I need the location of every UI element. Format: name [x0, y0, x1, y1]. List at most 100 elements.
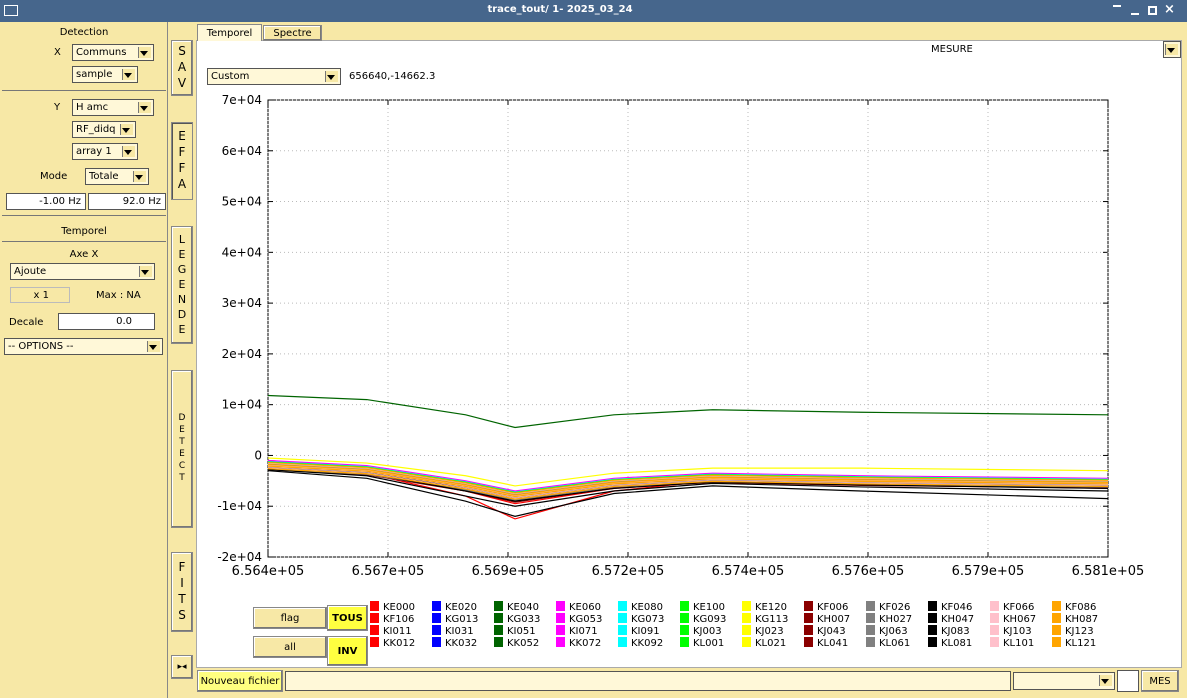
y-tick-label: 1e+04 — [222, 398, 262, 412]
select-value: Ajoute — [14, 266, 46, 277]
maximize-button[interactable] — [1148, 6, 1157, 15]
y-tick-label: 7e+04 — [222, 93, 262, 107]
label: Decale — [9, 317, 43, 328]
legend-label: KH047 — [941, 614, 974, 625]
select[interactable]: array 1 — [72, 143, 138, 160]
select-value: Custom — [211, 71, 249, 82]
side-button[interactable]: EFFA — [171, 122, 193, 200]
file-input[interactable] — [285, 671, 1011, 691]
separator — [2, 90, 166, 91]
legend-swatch — [618, 625, 627, 635]
raise-button[interactable] — [1113, 5, 1121, 15]
input[interactable]: 92.0 Hz — [88, 193, 166, 210]
legend-button[interactable]: TOUS — [327, 605, 368, 631]
legend-swatch — [1052, 637, 1061, 647]
select[interactable]: -- OPTIONS -- — [4, 338, 163, 355]
spinbox[interactable]: x 1 — [10, 287, 70, 303]
select[interactable]: RF_didq — [72, 121, 136, 138]
left-panel: Detection X Communs sample Y H amc RF_di… — [0, 22, 168, 698]
minimize-button[interactable] — [1131, 13, 1139, 15]
side-button[interactable]: DETECT — [171, 370, 193, 528]
legend-swatch — [928, 613, 937, 623]
legend-label: KJ103 — [1003, 626, 1032, 637]
legend-label: KH067 — [1003, 614, 1036, 625]
chart: -2e+04-1e+0401e+042e+043e+044e+045e+046e… — [197, 86, 1180, 666]
legend-label: KH007 — [817, 614, 850, 625]
file-select[interactable] — [1013, 672, 1115, 690]
mesure-dropdown[interactable] — [1163, 41, 1181, 58]
section-title: Temporel — [0, 226, 168, 237]
side-button[interactable]: FITS — [171, 552, 193, 632]
close-button[interactable]: × — [1164, 2, 1175, 17]
legend-swatch — [804, 613, 813, 623]
select-value: -- OPTIONS -- — [8, 341, 73, 352]
mes-button[interactable]: MES — [1141, 670, 1179, 692]
legend-label: KJ043 — [817, 626, 846, 637]
legend-swatch — [494, 613, 503, 623]
input[interactable]: -1.00 Hz — [6, 193, 86, 210]
legend-label: KF086 — [1065, 602, 1096, 613]
legend-swatch — [990, 601, 999, 611]
legend-swatch — [990, 613, 999, 623]
select-value: H amc — [76, 102, 108, 113]
legend-swatch — [556, 637, 565, 647]
legend-swatch — [742, 601, 751, 611]
select[interactable]: Totale — [85, 168, 149, 185]
legend-button[interactable]: all — [253, 636, 327, 658]
legend-swatch — [1052, 601, 1061, 611]
legend-swatch — [432, 613, 441, 623]
legend-swatch — [618, 637, 627, 647]
legend-swatch — [804, 625, 813, 635]
legend-label: KL041 — [817, 638, 848, 649]
select[interactable]: Ajoute — [10, 263, 155, 280]
y-tick-label: 4e+04 — [222, 245, 262, 259]
legend-label: KE000 — [383, 602, 415, 613]
legend-label: KG053 — [569, 614, 602, 625]
select[interactable]: sample — [72, 66, 138, 83]
legend-swatch — [432, 601, 441, 611]
legend-swatch — [370, 601, 379, 611]
select-value: sample — [76, 69, 112, 80]
legend-swatch — [928, 637, 937, 647]
cursor-readout: 656640,-14662.3 — [349, 71, 435, 82]
legend-swatch — [618, 613, 627, 623]
select[interactable]: Communs — [72, 44, 154, 61]
legend-label: KK092 — [631, 638, 663, 649]
legend-swatch — [556, 601, 565, 611]
legend-swatch — [1052, 613, 1061, 623]
legend-swatch — [866, 601, 875, 611]
legend-label: KJ063 — [879, 626, 908, 637]
legend-label: KK032 — [445, 638, 477, 649]
legend-label: KI091 — [631, 626, 660, 637]
side-button[interactable]: SAV — [171, 40, 193, 96]
side-button[interactable]: LEGENDE — [171, 226, 193, 344]
label: Mode — [40, 171, 67, 182]
tab[interactable]: Spectre — [263, 25, 322, 41]
legend-swatch — [866, 613, 875, 623]
legend-label: KI011 — [383, 626, 412, 637]
label: Axe X — [0, 249, 168, 260]
label: Y — [54, 102, 60, 113]
legend-button[interactable]: flag — [253, 607, 327, 629]
select[interactable]: Custom — [207, 68, 341, 85]
legend-label: KG013 — [445, 614, 478, 625]
new-file-button[interactable]: Nouveau fichier — [197, 670, 283, 692]
select[interactable]: H amc — [72, 99, 154, 116]
separator — [2, 241, 166, 242]
legend-button[interactable]: INV — [327, 636, 368, 666]
spinbox[interactable]: 0.0 — [58, 313, 155, 330]
select-value: Totale — [89, 171, 119, 182]
legend-label: KL021 — [755, 638, 786, 649]
legend-swatch — [370, 625, 379, 635]
tab-active[interactable]: Temporel — [197, 24, 262, 41]
section-title: Detection — [0, 27, 168, 38]
legend-label: KF026 — [879, 602, 910, 613]
legend-swatch — [804, 637, 813, 647]
checkbox[interactable] — [1117, 670, 1139, 692]
window-title: trace_tout/ 1- 2025_03_24 — [0, 4, 1120, 15]
y-tick-label: -1e+04 — [217, 499, 262, 513]
legend-label: KH027 — [879, 614, 912, 625]
y-tick-label: 3e+04 — [222, 296, 262, 310]
legend-swatch — [432, 625, 441, 635]
collapse-button[interactable]: ▸◂ — [171, 655, 193, 679]
